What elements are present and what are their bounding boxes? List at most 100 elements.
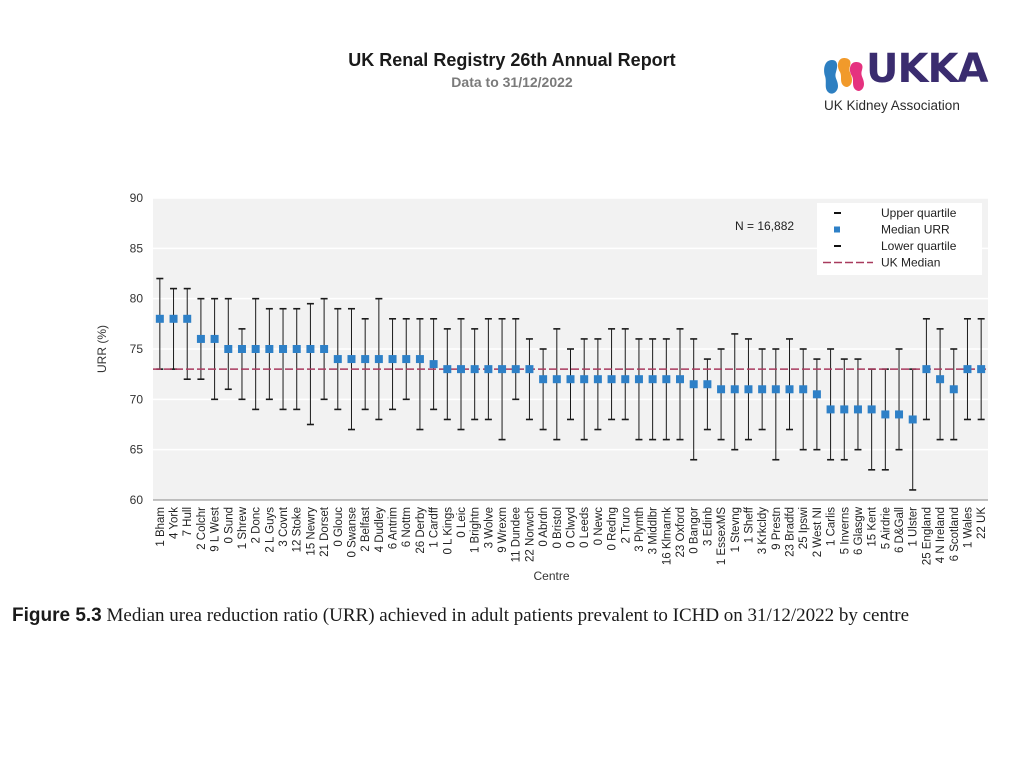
x-tick-label: 0 Leic [456, 507, 468, 538]
median-urr-point [361, 355, 370, 364]
y-tick-label: 75 [130, 342, 144, 356]
median-urr-point [812, 390, 821, 399]
x-tick-label: 6 Scotland [949, 507, 961, 561]
legend-label: Median URR [881, 223, 950, 237]
median-urr-point [196, 334, 205, 343]
x-tick-label: 3 Plymth [634, 507, 646, 552]
median-urr-point [621, 375, 630, 384]
median-urr-point [689, 380, 698, 389]
median-urr-point [470, 365, 479, 374]
median-urr-point [169, 314, 178, 323]
x-tick-label: 0 Bangor [689, 507, 701, 554]
median-urr-point [552, 375, 561, 384]
median-urr-point [265, 345, 274, 353]
median-urr-point [949, 385, 958, 394]
x-tick-label: 23 Oxford [675, 507, 687, 558]
median-urr-point [758, 385, 767, 394]
x-tick-label: 0 Redng [607, 507, 619, 550]
x-tick-label: 3 Krkcldy [757, 507, 769, 555]
median-urr-point [279, 345, 288, 353]
median-urr-point [429, 360, 438, 369]
median-urr-point [936, 375, 945, 384]
kidney-logo-icon [824, 58, 864, 94]
median-urr-point [703, 380, 712, 389]
x-tick-label: 4 N Ireland [935, 507, 947, 563]
legend-label: UK Median [881, 256, 940, 270]
x-tick-label: 23 Bradfd [785, 507, 797, 557]
legend-label: Lower quartile [881, 239, 957, 253]
median-urr-point [785, 385, 794, 394]
x-tick-label: 5 Inverns [839, 507, 851, 555]
median-urr-point [799, 385, 808, 394]
median-urr-point [183, 314, 192, 323]
median-urr-point [566, 375, 575, 384]
x-tick-label: 0 Bristol [552, 507, 564, 549]
median-urr-point [580, 375, 589, 384]
x-tick-label: 1 Bham [155, 507, 167, 547]
x-tick-label: 1 Brightn [470, 507, 482, 553]
median-urr-point [648, 375, 657, 384]
median-urr-point [593, 375, 602, 384]
x-tick-label: 2 Belfast [360, 506, 372, 552]
median-urr-point [853, 405, 862, 414]
x-tick-label: 1 Shrew [237, 506, 249, 549]
median-urr-point [292, 345, 301, 353]
x-tick-label: 2 West NI [812, 507, 824, 557]
median-urr-point [374, 355, 383, 364]
median-urr-point [484, 365, 493, 374]
median-urr-point [744, 385, 753, 394]
x-tick-label: 0 Newc [593, 507, 605, 546]
x-tick-label: 22 UK [976, 507, 988, 539]
x-tick-label: 0 Glouc [333, 507, 345, 547]
logo-wordmark: UKKA [866, 46, 988, 92]
x-tick-label: 3 Edinb [702, 507, 714, 546]
median-urr-point [922, 365, 931, 374]
x-tick-label: 4 Dudley [374, 507, 386, 553]
median-urr-point [634, 375, 643, 384]
median-urr-point [717, 385, 726, 394]
y-tick-label: 60 [130, 493, 144, 507]
x-tick-label: 3 Middlbr [648, 507, 660, 554]
x-tick-label: 2 Donc [251, 507, 263, 544]
median-urr-point [388, 355, 397, 364]
x-tick-label: 6 Glasgw [853, 506, 865, 555]
x-tick-label: 11 Dundee [511, 507, 523, 562]
legend-box [817, 203, 982, 275]
median-urr-point [402, 355, 411, 364]
x-tick-label: 22 Norwch [524, 507, 536, 562]
y-tick-label: 90 [130, 191, 144, 205]
ukka-logo: UKKA UK Kidney Association [822, 46, 998, 120]
median-urr-point [237, 345, 246, 353]
x-tick-label: 6 Antrim [388, 507, 400, 549]
x-tick-label: 1 Ulster [908, 507, 920, 547]
x-axis-label: Centre [533, 569, 569, 583]
x-tick-label: 2 L Guys [264, 507, 276, 553]
x-tick-label: 6 D&Gall [894, 507, 906, 553]
x-tick-label: 0 Abrdn [538, 507, 550, 547]
x-tick-label: 0 Clwyd [566, 507, 578, 548]
report-subtitle: Data to 31/12/2022 [451, 74, 573, 90]
median-urr-point [963, 365, 972, 374]
y-axis-label: URR (%) [95, 325, 109, 373]
median-urr-point [347, 355, 356, 364]
x-tick-label: 12 Stoke [292, 507, 304, 552]
x-tick-label: 6 Nottm [401, 507, 413, 547]
median-urr-point [511, 365, 520, 374]
x-tick-label: 0 Sund [223, 507, 235, 543]
x-tick-label: 0 L Kings [442, 507, 454, 555]
x-tick-label: 1 Cardff [429, 506, 441, 548]
median-urr-point [224, 345, 233, 353]
x-tick-label: 9 Wrexm [497, 507, 509, 553]
median-urr-point [498, 365, 507, 374]
median-urr-point [676, 375, 685, 384]
sample-size-annotation: N = 16,882 [735, 219, 794, 233]
median-urr-point [251, 345, 260, 353]
median-urr-point [320, 345, 329, 353]
x-tick-label: 0 Swanse [346, 507, 358, 558]
figure-caption-text: Median urea reduction ratio (URR) achiev… [106, 605, 910, 626]
figure-label: Figure 5.3 [12, 605, 102, 626]
report-header: UK Renal Registry 26th Annual Report Dat… [262, 48, 762, 92]
median-urr-point [895, 410, 904, 419]
legend-median-swatch [834, 226, 840, 233]
